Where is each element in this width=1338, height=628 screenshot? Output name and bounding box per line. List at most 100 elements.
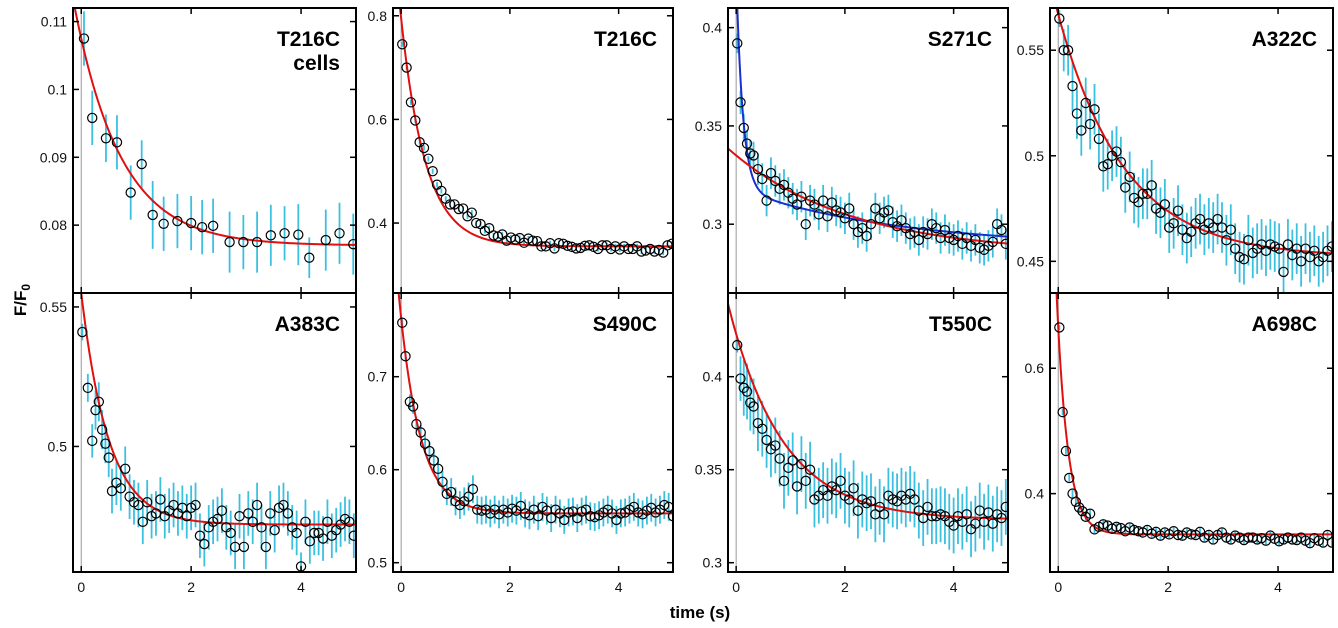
panel-label: cells bbox=[293, 52, 340, 75]
panel-t550c: 0.3 0.35 0.4 0 2 4 T550C bbox=[695, 292, 1009, 595]
data-point bbox=[822, 490, 833, 501]
data-point bbox=[1058, 45, 1069, 56]
data-point bbox=[844, 203, 855, 214]
data-point bbox=[238, 541, 250, 553]
plot-area bbox=[73, 8, 356, 293]
data-point bbox=[870, 203, 881, 214]
data-point bbox=[748, 401, 759, 412]
data-point bbox=[1326, 241, 1333, 252]
data-point bbox=[251, 499, 263, 511]
data-point bbox=[278, 499, 289, 511]
data-point bbox=[1120, 182, 1131, 193]
data-point bbox=[738, 382, 749, 394]
y-tick-label: 0.8 bbox=[368, 8, 388, 24]
data-point bbox=[667, 511, 673, 522]
data-point bbox=[78, 33, 90, 44]
data-point bbox=[922, 228, 933, 240]
data-point bbox=[348, 530, 356, 541]
y-tick-label: 0.3 bbox=[703, 216, 723, 232]
data-point bbox=[424, 445, 435, 457]
data-point bbox=[141, 497, 153, 508]
data-point bbox=[752, 163, 764, 175]
data-point bbox=[1071, 108, 1083, 119]
data-point bbox=[453, 203, 464, 215]
data-point bbox=[787, 455, 798, 466]
data-point bbox=[770, 440, 781, 451]
data-point bbox=[436, 185, 447, 197]
data-point bbox=[87, 435, 98, 447]
data-point bbox=[304, 536, 316, 547]
panel-frame bbox=[727, 292, 1009, 573]
x-tick-label: 2 bbox=[187, 579, 195, 595]
data-point bbox=[265, 508, 276, 519]
panel-label: A383C bbox=[275, 313, 340, 336]
data-point bbox=[1060, 445, 1072, 457]
data-point bbox=[996, 512, 1007, 524]
data-point bbox=[800, 219, 811, 230]
data-point bbox=[93, 396, 105, 408]
y-tick-label: 0.7 bbox=[368, 369, 388, 385]
data-point bbox=[1142, 188, 1153, 199]
fit-curve bbox=[73, 8, 356, 246]
data-point bbox=[1000, 238, 1008, 250]
data-point bbox=[158, 218, 169, 229]
panel-frame bbox=[72, 292, 357, 573]
panel-a322c: 0.45 0.5 0.55 A322C bbox=[1017, 7, 1334, 294]
data-point bbox=[243, 508, 254, 519]
data-point bbox=[418, 142, 430, 154]
data-point bbox=[584, 240, 595, 251]
data-point bbox=[770, 175, 781, 187]
data-point bbox=[774, 453, 785, 464]
data-point bbox=[1238, 254, 1250, 265]
data-point bbox=[546, 512, 557, 524]
x-tick-label: 4 bbox=[1274, 579, 1282, 595]
data-point bbox=[1000, 501, 1008, 513]
data-point bbox=[322, 516, 333, 527]
data-point bbox=[470, 217, 482, 229]
data-point bbox=[826, 197, 838, 208]
data-point bbox=[830, 484, 842, 496]
panel-label: T216C bbox=[594, 28, 657, 51]
data-point bbox=[293, 229, 304, 240]
data-point bbox=[1186, 226, 1197, 237]
data-point bbox=[896, 215, 907, 226]
y-tick-label: 0.6 bbox=[1025, 360, 1045, 376]
data-point bbox=[1054, 13, 1065, 24]
data-point bbox=[1295, 256, 1307, 267]
data-point bbox=[1057, 406, 1068, 418]
data-point bbox=[532, 511, 544, 522]
data-point bbox=[269, 524, 280, 536]
panel-a698c: 0.4 0.6 0 2 4 A698C bbox=[1025, 292, 1334, 595]
data-point bbox=[467, 484, 479, 495]
y-axis-label: F/F0 bbox=[11, 284, 33, 317]
data-point bbox=[300, 516, 311, 527]
panel-t216c: 0.4 0.6 0.8 T216C bbox=[368, 7, 674, 294]
data-point bbox=[224, 236, 235, 248]
y-tick-label: 0.4 bbox=[368, 215, 388, 231]
data-point bbox=[1080, 97, 1091, 109]
y-tick-label: 0.3 bbox=[703, 555, 723, 571]
data-point bbox=[1067, 80, 1078, 92]
data-point bbox=[147, 209, 158, 221]
data-point bbox=[82, 382, 94, 394]
data-point bbox=[913, 234, 925, 246]
y-tick-label: 0.1 bbox=[48, 81, 68, 97]
x-tick-label: 2 bbox=[506, 579, 514, 595]
data-point bbox=[291, 527, 302, 539]
data-point bbox=[848, 219, 859, 230]
data-point bbox=[1073, 502, 1085, 513]
data-point bbox=[748, 150, 759, 161]
x-tick-label: 0 bbox=[397, 579, 405, 595]
data-point bbox=[865, 496, 877, 507]
data-point bbox=[444, 199, 456, 210]
data-point bbox=[96, 424, 108, 435]
data-point bbox=[1159, 199, 1171, 210]
panel-s271c: 0.3 0.35 0.4 S271C bbox=[695, 7, 1009, 294]
data-point bbox=[970, 234, 981, 246]
data-point bbox=[735, 97, 746, 108]
data-point bbox=[428, 455, 439, 466]
data-point bbox=[883, 205, 894, 216]
data-point bbox=[185, 217, 197, 229]
